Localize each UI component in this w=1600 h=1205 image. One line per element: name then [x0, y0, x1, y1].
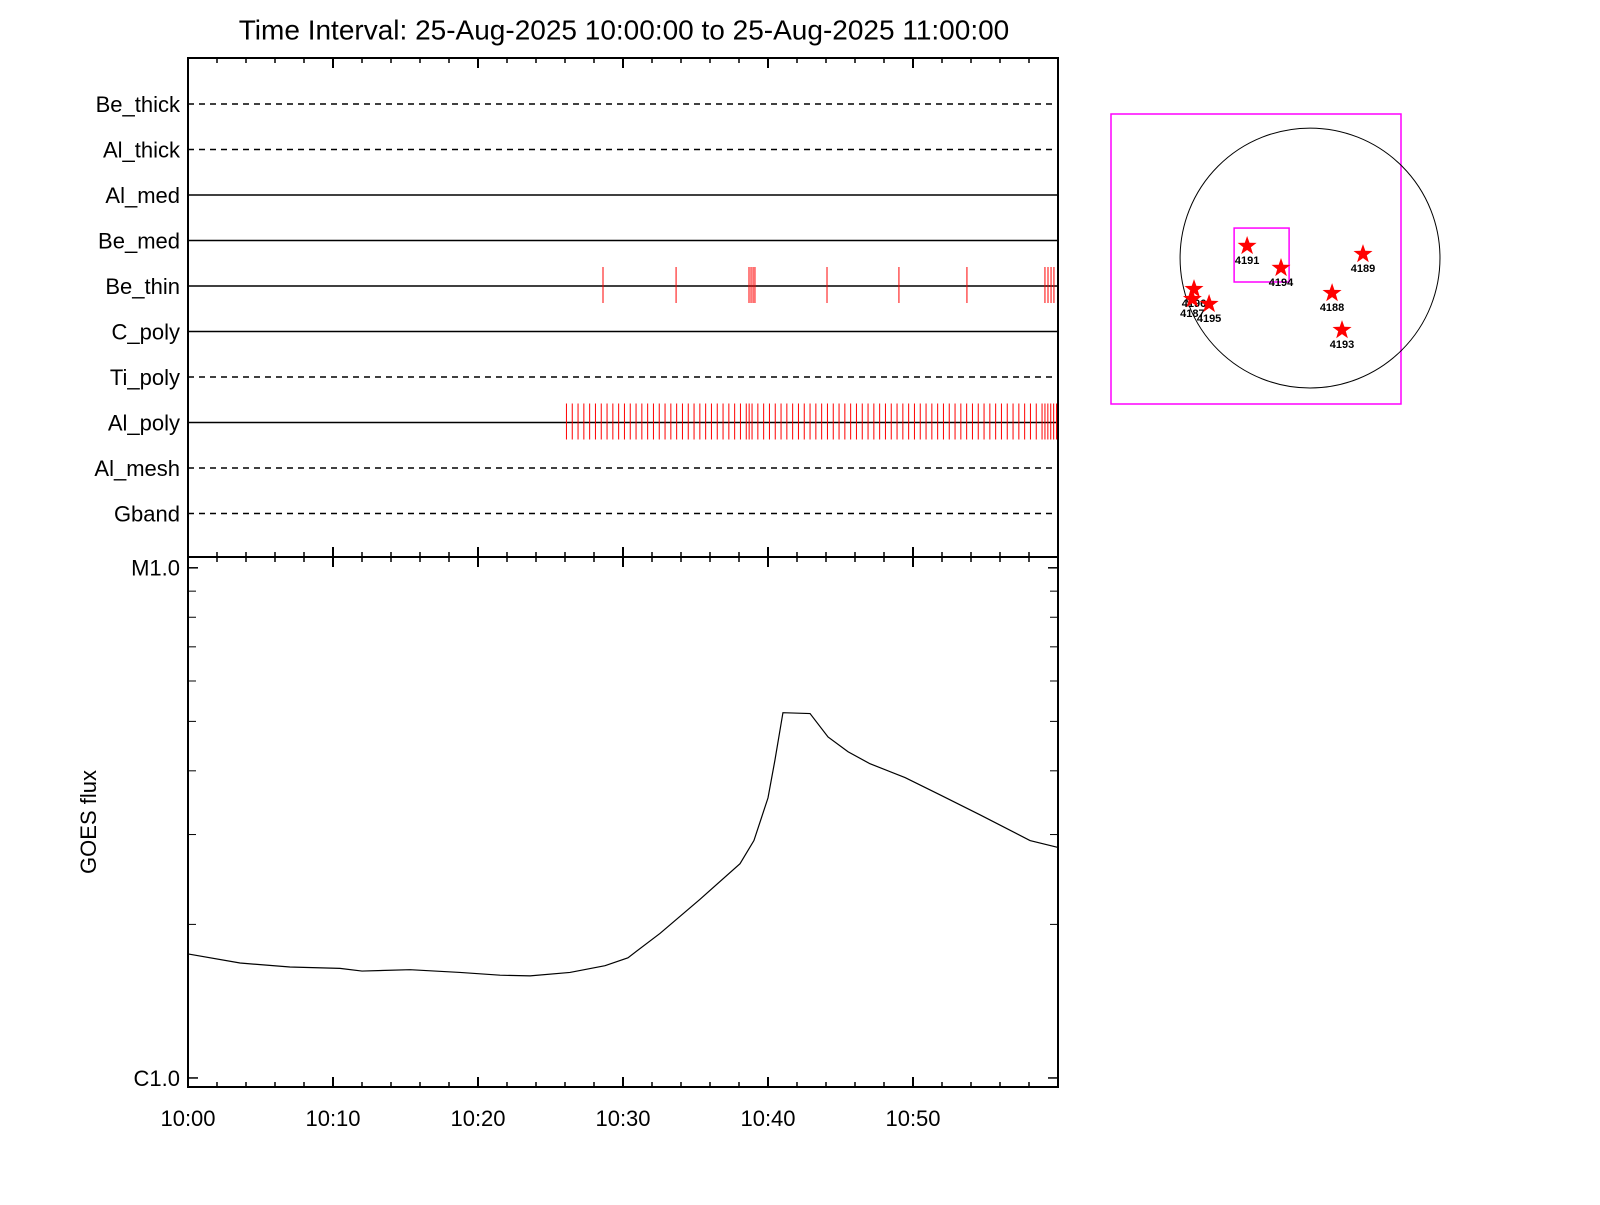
- region-star: [1199, 294, 1219, 313]
- row-label: Al_med: [105, 183, 180, 208]
- row-label: Be_thin: [105, 274, 180, 299]
- row-label: Be_thick: [96, 92, 181, 117]
- region-star: [1184, 279, 1204, 298]
- row-label: C_poly: [112, 319, 180, 344]
- x-tick-label: 10:20: [450, 1106, 505, 1131]
- region-star: [1271, 258, 1291, 277]
- region-label: 4187: [1180, 308, 1204, 320]
- row-label: Al_poly: [108, 410, 180, 435]
- region-label: 4194: [1269, 277, 1294, 289]
- region-label: 4191: [1235, 255, 1259, 267]
- x-tick-label: 10:40: [740, 1106, 795, 1131]
- region-star: [1182, 289, 1202, 308]
- region-star: [1237, 236, 1257, 255]
- field-of-view: [1233, 227, 1290, 283]
- event-panel-frame: [187, 57, 1059, 558]
- region-label: 4195: [1197, 313, 1221, 325]
- x-tick-label: 10:50: [885, 1106, 940, 1131]
- region-star: [1332, 320, 1352, 339]
- region-star: [1322, 283, 1342, 302]
- region-label: 4188: [1320, 302, 1344, 314]
- flux-line: [187, 712, 1059, 977]
- row-label: Gband: [114, 501, 180, 526]
- row-label: Be_med: [98, 228, 180, 253]
- region-star: [1353, 244, 1373, 263]
- row-label: Al_mesh: [94, 456, 180, 481]
- row-label: Ti_poly: [110, 365, 180, 390]
- region-label: 4193: [1330, 339, 1354, 351]
- y-tick-label: M1.0: [131, 556, 180, 581]
- flux-panel-frame: [187, 556, 1059, 1088]
- x-tick-label: 10:30: [595, 1106, 650, 1131]
- map-box: [1110, 113, 1402, 405]
- y-axis-label: GOES flux: [76, 770, 101, 874]
- x-tick-label: 10:00: [160, 1106, 215, 1131]
- chart-title: Time Interval: 25-Aug-2025 10:00:00 to 2…: [239, 14, 1010, 45]
- x-tick-label: 10:10: [305, 1106, 360, 1131]
- row-label: Al_thick: [103, 137, 181, 162]
- region-label: 4189: [1351, 263, 1375, 275]
- y-tick-label: C1.0: [134, 1066, 180, 1091]
- solar-limb: [1179, 127, 1441, 389]
